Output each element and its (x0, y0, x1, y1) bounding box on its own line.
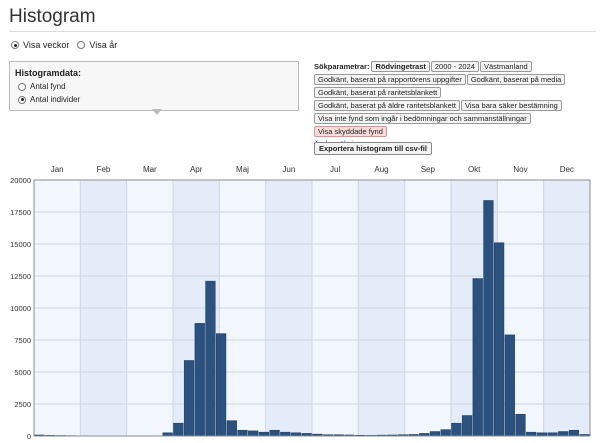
month-label: Jan (51, 165, 64, 174)
y-tick-label: 12500 (10, 272, 31, 281)
histogram-bar (558, 431, 569, 437)
histogram-chart: Jan Feb Mar Apr Maj Jun Jul Aug Sep Okt Nov Dec 0 250… (10, 165, 591, 441)
param-tag-species[interactable]: Rödvingetrast (371, 61, 430, 72)
weeks-radio[interactable] (11, 41, 19, 49)
month-label: Maj (236, 165, 249, 174)
histogram-bar (494, 242, 505, 437)
histogram-bar (526, 431, 537, 437)
histogram-bar (226, 420, 237, 437)
histogram-bar (461, 415, 473, 437)
weeks-radio-label[interactable]: Visa veckor (23, 40, 70, 50)
histogram-bar (183, 360, 195, 437)
plot-frame (33, 179, 591, 437)
param-tag-region[interactable]: Västmanland (479, 61, 532, 72)
panel-pointer (152, 109, 162, 115)
month-label: Dec (560, 165, 574, 174)
param-tag-approved-media[interactable]: Godkänt, baserat på media (466, 74, 566, 85)
y-tick-label: 0 (27, 432, 31, 441)
y-tick-label: 2500 (14, 400, 31, 409)
histogram-bar (483, 200, 494, 437)
param-tag-certain-only[interactable]: Visa bara säker bestämning (461, 100, 562, 111)
option-count-finds[interactable]: Antal fynd (18, 82, 66, 91)
y-tick-label: 15000 (10, 240, 31, 249)
histogram-bar (568, 429, 580, 437)
param-tag-protected[interactable]: Visa skyddade fynd (314, 126, 387, 137)
param-tag-years[interactable]: 2000 - 2024 (430, 61, 479, 72)
month-label: Nov (513, 165, 527, 174)
histogram-bar (216, 333, 227, 437)
histogram-bar (515, 413, 526, 437)
view-toggle: Visa veckor Visa år (11, 40, 117, 50)
count-finds-label[interactable]: Antal fynd (30, 82, 66, 91)
histogram-bar (472, 278, 483, 437)
histogram-bar (237, 429, 248, 437)
month-label: Sep (421, 165, 436, 174)
count-individuals-label[interactable]: Antal individer (30, 95, 81, 104)
y-tick-label: 10000 (10, 304, 31, 313)
y-tick-label: 20000 (10, 176, 31, 185)
histogram-bar (205, 280, 216, 437)
month-label: Aug (374, 165, 388, 174)
year-radio[interactable] (77, 41, 86, 49)
histogram-bar (269, 429, 280, 437)
histogram-bar (248, 430, 259, 437)
histogram-bar (280, 431, 291, 437)
histogram-bar (194, 323, 205, 437)
histogram-bar (173, 422, 184, 437)
month-label: Jun (282, 165, 295, 174)
histogram-bar (451, 422, 462, 437)
histogram-bar (429, 431, 441, 437)
count-individuals-radio[interactable] (18, 95, 26, 104)
option-count-individuals[interactable]: Antal individer (18, 95, 80, 104)
year-radio-label[interactable]: Visa år (89, 40, 118, 50)
param-tag-approved-old-rarity[interactable]: Godkänt, baserat på äldre raritetsblanke… (314, 100, 460, 111)
param-tag-approved-reporter[interactable]: Godkänt, baserat på rapportörens uppgift… (314, 74, 466, 85)
month-label: Mar (143, 165, 157, 174)
export-csv-button[interactable]: Exportera histogram till csv-fil (314, 142, 432, 155)
month-label: Feb (97, 165, 111, 174)
histogram-data-heading: Histogramdata: (15, 68, 82, 78)
count-finds-radio[interactable] (18, 82, 26, 91)
title-divider (9, 31, 596, 32)
param-tag-approved-rarity[interactable]: Godkänt, baserat på raritetsblankett (314, 87, 442, 98)
histogram-data-panel: Histogramdata: Antal fynd Antal individe… (9, 61, 299, 111)
search-params-label: Sökparametrar: (314, 62, 370, 71)
y-tick-label: 5000 (14, 368, 31, 377)
month-label: Jul (330, 165, 340, 174)
page-title: Histogram (9, 6, 96, 27)
y-tick-label: 7500 (14, 336, 31, 345)
param-tag-exclude-assessments[interactable]: Visa inte fynd som ingår i bedömningar o… (314, 113, 531, 124)
histogram-bar (440, 429, 451, 437)
histogram-bar (504, 334, 515, 437)
month-label: Okt (468, 165, 481, 174)
y-tick-label: 17500 (10, 208, 31, 217)
month-label: Apr (190, 165, 203, 174)
histogram-bar (258, 431, 269, 437)
search-params: Sökparametrar: Rödvingetrast 2000 - 2024 Vä… (314, 61, 594, 148)
